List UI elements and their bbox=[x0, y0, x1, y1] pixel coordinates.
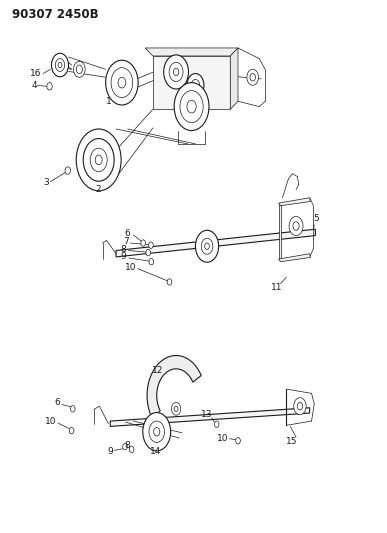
Text: 15: 15 bbox=[286, 437, 298, 446]
Polygon shape bbox=[279, 198, 310, 206]
Circle shape bbox=[83, 139, 114, 181]
Circle shape bbox=[247, 69, 259, 85]
Text: 7: 7 bbox=[123, 238, 128, 246]
Circle shape bbox=[76, 129, 121, 191]
Circle shape bbox=[154, 427, 160, 436]
Circle shape bbox=[74, 61, 85, 77]
Text: 13: 13 bbox=[201, 410, 213, 419]
Circle shape bbox=[250, 74, 255, 81]
Circle shape bbox=[118, 77, 126, 88]
Text: 9: 9 bbox=[108, 448, 113, 456]
Text: 90307 2450B: 90307 2450B bbox=[12, 8, 98, 21]
Circle shape bbox=[146, 249, 151, 256]
Text: 11: 11 bbox=[271, 284, 283, 292]
Circle shape bbox=[236, 438, 240, 444]
Text: 16: 16 bbox=[30, 69, 41, 78]
Circle shape bbox=[141, 240, 146, 246]
Circle shape bbox=[164, 55, 188, 89]
Circle shape bbox=[297, 402, 303, 410]
Circle shape bbox=[51, 53, 68, 77]
Circle shape bbox=[129, 446, 134, 453]
Circle shape bbox=[111, 68, 133, 98]
Circle shape bbox=[187, 74, 204, 97]
Circle shape bbox=[58, 62, 62, 68]
Circle shape bbox=[149, 259, 154, 265]
Polygon shape bbox=[279, 254, 310, 262]
Circle shape bbox=[201, 238, 213, 254]
Circle shape bbox=[289, 216, 303, 236]
Text: 10: 10 bbox=[217, 434, 228, 442]
Circle shape bbox=[95, 155, 102, 165]
Text: 10: 10 bbox=[45, 417, 56, 425]
Circle shape bbox=[69, 427, 74, 434]
Circle shape bbox=[173, 68, 179, 76]
Circle shape bbox=[174, 83, 209, 131]
Circle shape bbox=[90, 148, 107, 172]
Text: 8: 8 bbox=[124, 441, 130, 449]
Circle shape bbox=[55, 59, 65, 71]
Circle shape bbox=[70, 406, 75, 412]
Circle shape bbox=[171, 402, 181, 415]
Text: 8: 8 bbox=[120, 245, 126, 254]
Text: 10: 10 bbox=[125, 263, 137, 272]
Circle shape bbox=[65, 167, 70, 174]
Polygon shape bbox=[110, 408, 310, 426]
Circle shape bbox=[76, 65, 82, 74]
Text: 4: 4 bbox=[32, 81, 38, 90]
Circle shape bbox=[195, 230, 219, 262]
Text: 14: 14 bbox=[150, 448, 161, 456]
Text: 1: 1 bbox=[106, 97, 111, 106]
Text: 6: 6 bbox=[55, 398, 60, 407]
Text: 6: 6 bbox=[125, 229, 130, 238]
Circle shape bbox=[47, 83, 52, 90]
Circle shape bbox=[106, 60, 138, 105]
Circle shape bbox=[293, 222, 299, 230]
Polygon shape bbox=[279, 203, 281, 259]
Text: 2: 2 bbox=[95, 185, 101, 193]
Polygon shape bbox=[147, 356, 201, 418]
Circle shape bbox=[294, 398, 306, 415]
Circle shape bbox=[169, 62, 183, 82]
Polygon shape bbox=[145, 48, 238, 56]
Circle shape bbox=[191, 79, 200, 91]
Circle shape bbox=[214, 421, 219, 427]
Circle shape bbox=[143, 413, 171, 451]
Polygon shape bbox=[116, 229, 315, 257]
Circle shape bbox=[149, 242, 153, 248]
Polygon shape bbox=[153, 56, 230, 109]
Text: 9: 9 bbox=[120, 253, 126, 261]
Text: 12: 12 bbox=[152, 366, 164, 375]
Circle shape bbox=[205, 243, 209, 249]
Polygon shape bbox=[230, 48, 238, 109]
Text: 5: 5 bbox=[314, 214, 319, 223]
Circle shape bbox=[149, 421, 164, 442]
Circle shape bbox=[123, 443, 127, 450]
Circle shape bbox=[187, 100, 196, 113]
Text: 3: 3 bbox=[43, 178, 48, 187]
Circle shape bbox=[174, 406, 178, 411]
Circle shape bbox=[180, 91, 203, 123]
Circle shape bbox=[167, 279, 172, 285]
